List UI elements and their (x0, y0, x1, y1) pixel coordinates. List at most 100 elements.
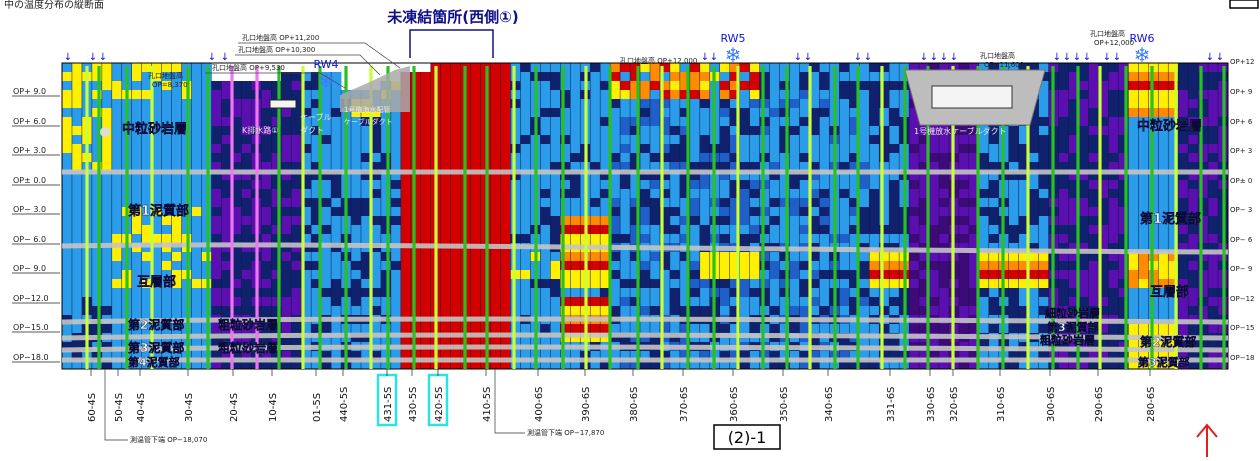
temperature-cell (859, 279, 870, 289)
temperature-cell (759, 261, 770, 271)
temperature-cell (739, 144, 751, 154)
temperature-cell (659, 225, 671, 235)
temperature-cell (470, 288, 481, 298)
temperature-cell (1158, 342, 1169, 352)
temperature-cell (919, 306, 930, 316)
temperature-cell (630, 90, 641, 100)
temperature-cell (360, 171, 372, 181)
temperature-cell (321, 243, 332, 253)
temperature-cell (1158, 99, 1169, 109)
temperature-cell (490, 216, 501, 226)
temperature-cell (450, 180, 462, 190)
temperature-cell (71, 90, 83, 100)
temperature-cell (191, 252, 202, 262)
temperature-cell (1168, 297, 1179, 307)
temperature-cell (929, 279, 940, 289)
temperature-cell (739, 207, 751, 217)
temperature-cell (91, 108, 103, 118)
temperature-cell (1008, 207, 1020, 217)
temperature-cell (470, 108, 481, 118)
temperature-cell (231, 117, 242, 127)
temperature-cell (1108, 108, 1119, 118)
temperature-cell (659, 153, 671, 163)
temperature-cell (809, 72, 820, 82)
temperature-cell (400, 180, 412, 190)
temperature-cell (221, 306, 232, 316)
elevation-label: OP+ 9.0 (13, 87, 46, 96)
temperature-cell (988, 279, 1000, 289)
temperature-cell (909, 261, 920, 271)
temperature-cell (161, 99, 173, 109)
temperature-cell (1108, 279, 1119, 289)
temperature-cell (630, 180, 641, 190)
temperature-cell (500, 189, 511, 199)
temperature-cell (141, 99, 153, 109)
temperature-cell (1108, 252, 1119, 262)
temperature-cell (500, 117, 511, 127)
temperature-cell (550, 297, 561, 307)
temperature-cell (271, 270, 282, 280)
temperature-cell (470, 225, 481, 235)
structure-label: K排水路① (242, 125, 278, 135)
temperature-cell (669, 63, 681, 73)
temperature-cell (719, 108, 731, 118)
temperature-cell (151, 234, 163, 244)
temperature-cell (261, 90, 272, 100)
temperature-cell (699, 279, 711, 289)
temperature-cell (1178, 297, 1189, 307)
temperature-cell (1198, 324, 1209, 334)
down-arrow-icon: ↓ (1053, 52, 1061, 63)
temperature-cell (510, 333, 521, 343)
temperature-cell (669, 288, 681, 298)
temperature-cell (520, 144, 531, 154)
temperature-cell (321, 225, 332, 235)
temperature-cell (231, 324, 242, 334)
temperature-cell (1198, 297, 1209, 307)
temperature-cell (620, 117, 631, 127)
temperature-cell (620, 63, 631, 73)
temperature-cell (151, 171, 163, 181)
temperature-cell (779, 279, 790, 289)
temperature-cell (321, 306, 332, 316)
temperature-cell (520, 135, 531, 145)
temperature-cell (1078, 324, 1089, 334)
temperature-cell (1068, 207, 1079, 217)
temperature-cell (540, 153, 551, 163)
temperature-cell (739, 252, 751, 262)
temperature-cell (769, 126, 780, 136)
temperature-cell (1088, 234, 1099, 244)
temperature-cell (699, 351, 711, 361)
temperature-cell (281, 162, 292, 172)
temperature-cell (1188, 108, 1199, 118)
elevation-label-right: OP−18 (1230, 354, 1255, 362)
temperature-cell (570, 288, 581, 298)
temperature-cell (420, 216, 432, 226)
temperature-cell (1068, 90, 1079, 100)
temperature-cell (360, 189, 372, 199)
temperature-cell (630, 144, 641, 154)
temperature-cell (659, 198, 671, 208)
temperature-cell (669, 81, 681, 91)
temperature-cell (390, 162, 402, 172)
temperature-cell (689, 135, 701, 145)
temperature-cell (1028, 162, 1040, 172)
temperature-cell (600, 279, 611, 289)
temperature-cell (141, 90, 153, 100)
temperature-cell (889, 297, 900, 307)
temperature-cell (400, 279, 412, 289)
temperature-cell (331, 72, 342, 82)
marker-dot (100, 127, 110, 137)
temperature-cell (360, 279, 372, 289)
temperature-cell (221, 90, 232, 100)
temperature-cell (649, 288, 661, 298)
temperature-cell (91, 135, 103, 145)
temperature-cell (759, 198, 770, 208)
temperature-cell (301, 297, 312, 307)
temperature-cell (659, 90, 671, 100)
temperature-cell (919, 189, 930, 199)
temperature-cell (1038, 207, 1050, 217)
temperature-cell (271, 261, 282, 271)
temperature-cell (161, 180, 173, 190)
temperature-cell (859, 225, 870, 235)
temperature-cell (869, 207, 880, 217)
